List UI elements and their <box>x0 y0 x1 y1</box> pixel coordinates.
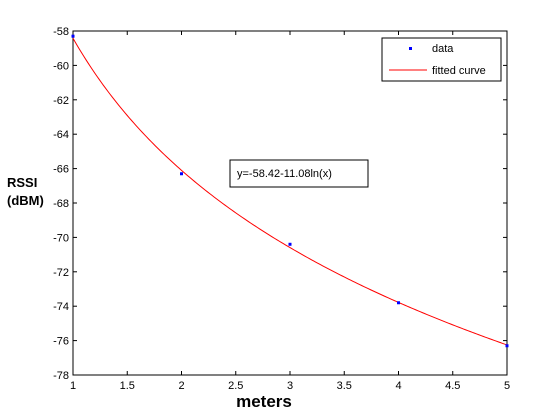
data-point <box>397 301 400 305</box>
x-tick-label: 3.5 <box>337 380 352 392</box>
fitted-curve-line <box>72 37 508 346</box>
y-tick-label: -64 <box>53 129 69 141</box>
data-series <box>71 34 509 348</box>
x-tick-label: 2 <box>178 380 184 392</box>
y-tick-label: -78 <box>53 370 69 382</box>
y-tick-label: -74 <box>53 301 69 313</box>
x-tick-label: 4 <box>395 380 401 392</box>
x-tick-label: 3 <box>287 380 293 392</box>
x-tick-label: 1.5 <box>120 380 135 392</box>
data-point <box>71 34 75 38</box>
y-tick-label: -68 <box>53 198 69 210</box>
legend-box <box>381 37 502 82</box>
x-tick-label: 5 <box>504 380 510 392</box>
x-axis-label: meters <box>236 392 292 411</box>
y-tick-label: -76 <box>53 336 69 348</box>
annotation-text: y=-58.42-11.08ln(x) <box>237 168 332 180</box>
data-point <box>505 344 509 348</box>
y-tick-label: -66 <box>53 164 69 176</box>
y-axis-label-line1: RSSI <box>7 175 37 190</box>
x-tick-label: 4.5 <box>445 380 460 392</box>
y-axis-ticks: -58 -60 -62 -64 -66 -68 -70 -72 -74 -76 -78 <box>53 26 507 382</box>
x-tick-label: 1 <box>70 380 76 392</box>
equation-annotation: y=-58.42-11.08ln(x) <box>229 159 369 188</box>
y-axis-label-line2: (dBM) <box>7 193 44 208</box>
legend-marker-data <box>409 47 412 50</box>
y-tick-label: -62 <box>53 95 69 107</box>
legend-label-fitted: fitted curve <box>432 65 486 77</box>
y-tick-label: -70 <box>53 232 69 244</box>
fitted-curve-series <box>72 37 508 346</box>
annotation-box <box>229 159 369 188</box>
data-point <box>288 242 292 246</box>
legend-label-data: data <box>432 43 454 55</box>
y-tick-label: -72 <box>53 267 69 279</box>
legend: data fitted curve <box>381 37 502 82</box>
x-axis-ticks: 1 1.5 2 2.5 3 3.5 4 4.5 5 <box>70 31 510 392</box>
y-tick-label: -58 <box>53 26 69 38</box>
data-point <box>180 172 183 176</box>
y-tick-label: -60 <box>53 60 69 72</box>
x-tick-label: 2.5 <box>228 380 243 392</box>
plot-area <box>72 30 508 376</box>
